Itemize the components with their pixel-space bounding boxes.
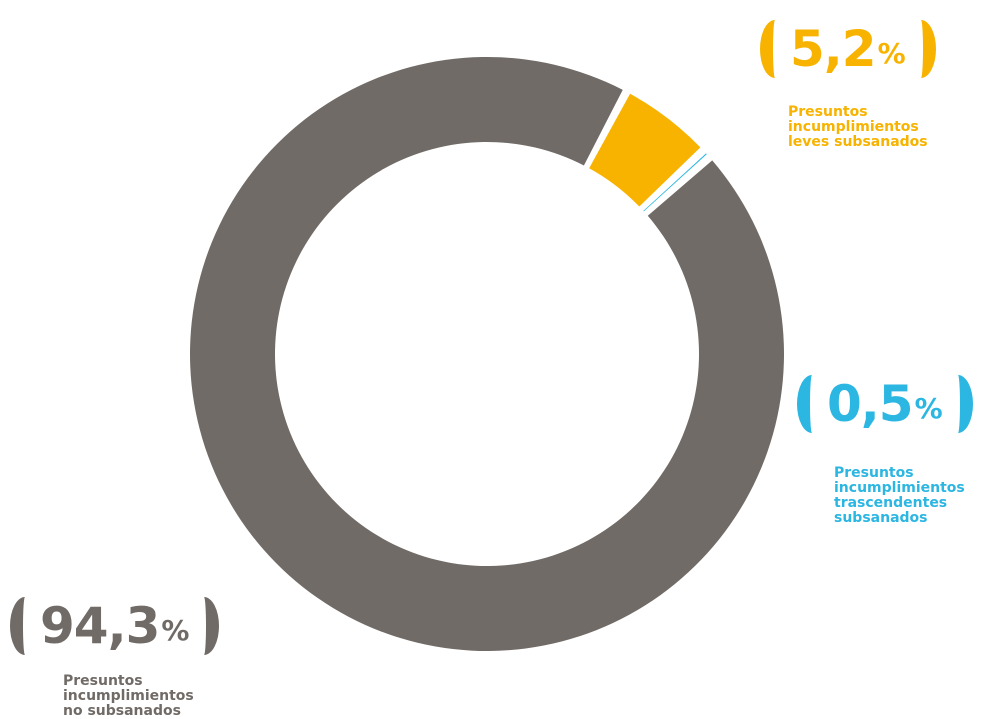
left-bracket-icon xyxy=(760,20,790,78)
percent-sign: % xyxy=(877,37,906,70)
percent-sign: % xyxy=(914,392,943,425)
slice-label-line: trascendentes xyxy=(834,495,948,511)
right-bracket-icon xyxy=(943,375,973,433)
percentage-value: 0,5 xyxy=(827,375,914,433)
callout-trascendentes-subsanados: 0,5 % Presuntos incumplimientos trascend… xyxy=(797,370,973,526)
slice-label-line: subsanados xyxy=(834,510,928,526)
slice-leves-subsanados xyxy=(589,93,701,207)
percentage-no-subsanados: 94,3 % xyxy=(10,592,220,660)
percent-sign: % xyxy=(161,614,190,647)
slice-label: Presuntos incumplimientos trascendentes … xyxy=(834,466,973,526)
left-bracket-icon xyxy=(10,597,40,655)
slice-label-line: incumplimientos xyxy=(63,688,194,704)
slice-label-line: incumplimientos xyxy=(788,119,919,135)
slice-trascendentes-subsanados xyxy=(643,153,707,212)
callout-no-subsanados: 94,3 % Presuntos incumplimientos no subs… xyxy=(10,592,220,719)
percentage-value: 94,3 xyxy=(40,597,160,655)
slice-label-line: leves subsanados xyxy=(788,134,928,150)
left-bracket-icon xyxy=(797,375,827,433)
slice-label-line: Presuntos xyxy=(834,465,914,481)
slice-label-line: Presuntos xyxy=(63,673,143,689)
right-bracket-icon xyxy=(906,20,936,78)
percentage-value: 5,2 xyxy=(790,20,877,78)
slice-label-line: incumplimientos xyxy=(834,480,965,496)
percentage-trascendentes: 0,5 % xyxy=(797,370,973,438)
right-bracket-icon xyxy=(189,597,220,655)
callout-leves-subsanados: 5,2 % Presuntos incumplimientos leves su… xyxy=(760,15,936,150)
slice-label: Presuntos incumplimientos no subsanados xyxy=(63,674,219,719)
percentage-leves: 5,2 % xyxy=(760,15,936,83)
slice-label-line: Presuntos xyxy=(788,104,868,120)
slice-label: Presuntos incumplimientos leves subsanad… xyxy=(788,105,936,150)
slice-label-line: no subsanados xyxy=(63,703,181,719)
